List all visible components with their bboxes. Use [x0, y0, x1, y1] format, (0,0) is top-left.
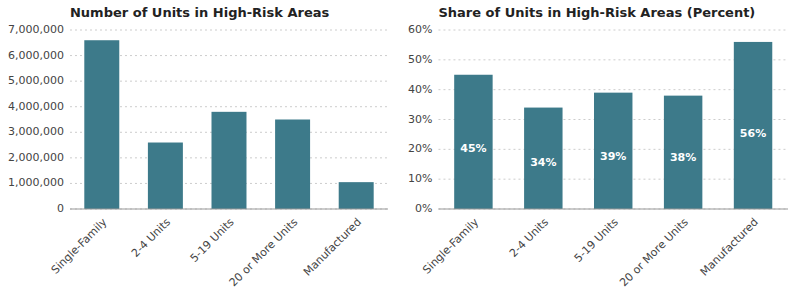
- bars: [454, 42, 772, 209]
- bar: [84, 40, 119, 209]
- x-axis-line: [438, 209, 788, 210]
- bars: [84, 40, 373, 209]
- figure: 0 1,000,000 2,000,000 3,000,000 4,000,000 5,0…: [0, 0, 800, 289]
- bar: [212, 112, 247, 209]
- panel: 0 1,000,000 2,000,000 3,000,000 4,000,000 5,0…: [8, 5, 388, 289]
- bar: [148, 143, 183, 209]
- x-axis-line: [70, 209, 388, 210]
- y-tick-label: 0%: [415, 202, 432, 215]
- title: Share of Units in High-Risk Areas (Perce…: [438, 5, 755, 20]
- bar: [339, 182, 374, 209]
- x-tick-label: Manufactured: [698, 216, 761, 279]
- y-tick-label: 60%: [408, 23, 432, 36]
- grid-line: [70, 209, 388, 210]
- bar: [524, 108, 562, 209]
- y-tick-label: 3,000,000: [8, 125, 64, 138]
- y-tick-label: 1,000,000: [8, 176, 64, 189]
- x-tick-label: 5-19 Units: [572, 215, 621, 264]
- data-label: 45%: [460, 142, 486, 155]
- y-tick-label: 50%: [408, 53, 432, 66]
- x-tick-label: 2-4 Units: [507, 215, 551, 259]
- data-label: 34%: [530, 156, 556, 169]
- y-tick-label: 4,000,000: [8, 100, 64, 113]
- y-tick-label: 0: [57, 202, 64, 215]
- y-tick-label: 2,000,000: [8, 151, 64, 164]
- grid-line: [70, 30, 388, 31]
- x-tick-label: Manufactured: [301, 216, 364, 279]
- y-tick-label: 7,000,000: [8, 23, 64, 36]
- y-tick-label: 40%: [408, 83, 432, 96]
- y-tick-label: 20%: [408, 142, 432, 155]
- title: Number of Units in High-Risk Areas: [70, 5, 330, 20]
- data-label: 38%: [670, 151, 696, 164]
- x-tick-label: 20 or More Units: [227, 215, 301, 289]
- bar: [734, 42, 772, 209]
- x-tick-label: 5-19 Units: [188, 215, 237, 264]
- x-tick-label: 2-4 Units: [129, 215, 173, 259]
- bar: [275, 120, 310, 210]
- grid-line: [438, 209, 788, 210]
- grid-line: [438, 30, 788, 31]
- x-tick-label: Single-Family: [420, 215, 481, 276]
- data-label: 56%: [740, 127, 766, 140]
- y-tick-label: 6,000,000: [8, 49, 64, 62]
- bar: [664, 96, 702, 209]
- panel: 0% 10% 20% 30% 40% 50% 60% Single-Family 2-4 Uni…: [408, 5, 788, 289]
- y-tick-label: 10%: [408, 172, 432, 185]
- x-tick-label: 20 or More Units: [617, 215, 691, 289]
- y-tick-label: 5,000,000: [8, 74, 64, 87]
- x-tick-label: Single-Family: [49, 215, 110, 276]
- bar: [454, 75, 492, 209]
- bar: [594, 93, 632, 209]
- data-label: 39%: [600, 150, 626, 163]
- y-tick-label: 30%: [408, 113, 432, 126]
